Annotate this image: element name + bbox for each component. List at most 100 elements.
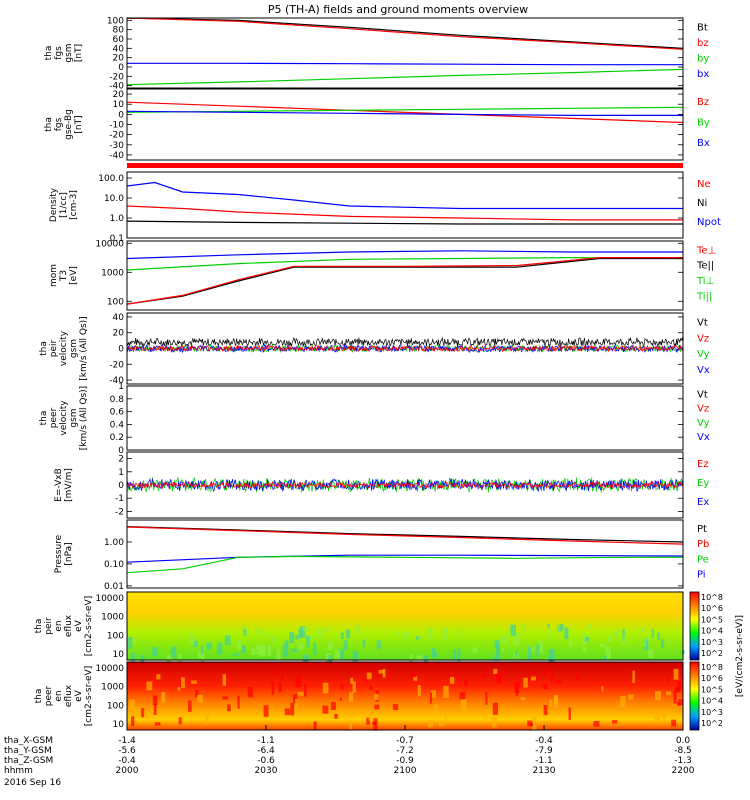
spectrogram-cell bbox=[131, 637, 137, 642]
series-Te|| bbox=[126, 257, 683, 305]
spectrogram-cell bbox=[667, 676, 670, 683]
spectrogram-cell bbox=[350, 677, 354, 684]
y-tick-label: 0 bbox=[118, 446, 124, 456]
y-tick-label: 1000 bbox=[101, 683, 124, 693]
y-tick-label: 10 bbox=[113, 720, 125, 730]
spectrogram-cell bbox=[607, 635, 613, 643]
spectrogram-cell bbox=[647, 637, 650, 645]
spectrogram-cell bbox=[651, 628, 655, 638]
y-tick-label: 40 bbox=[113, 313, 125, 323]
panel-temp: 10000 1000 100 mom T3 [eV] Te⊥ Te|| Ti⊥ Ti|| bbox=[49, 239, 716, 311]
panel-frame bbox=[126, 312, 684, 385]
spectrogram-cell bbox=[313, 721, 317, 730]
y-tick-label: 20 bbox=[113, 329, 125, 339]
legend-entry: Ey bbox=[697, 478, 709, 489]
spectrogram-cell bbox=[496, 671, 502, 684]
y-axis-label: gsm bbox=[69, 339, 79, 358]
colorbar-tick-label: 10^6 bbox=[701, 674, 723, 683]
spectrogram-cell bbox=[396, 630, 400, 636]
spectrogram-cell bbox=[513, 632, 520, 645]
spectrogram-cell bbox=[548, 649, 555, 662]
spectrogram-cell bbox=[515, 688, 519, 696]
spectrogram-cell bbox=[372, 721, 377, 726]
spectrogram-cell bbox=[251, 648, 256, 656]
spectrogram-cell bbox=[181, 677, 185, 689]
spectrogram-cell bbox=[224, 635, 231, 646]
y-tick-label: 1.00 bbox=[104, 538, 124, 548]
spectrogram-cell bbox=[281, 675, 284, 681]
y-axis-label: peir bbox=[49, 339, 59, 357]
x-tick-label: -0.6 bbox=[257, 756, 275, 766]
y-tick-label: 0.1 bbox=[110, 234, 124, 244]
panel-density: 100.0 10.0 1.0 0.1 Density [1/cc] [cm-3] Ne Ni Np… bbox=[49, 171, 721, 244]
y-tick-label: 0.4 bbox=[110, 420, 125, 430]
spectrogram-cell bbox=[339, 697, 342, 701]
spectrogram-cell bbox=[605, 646, 611, 659]
series-by bbox=[126, 68, 684, 86]
y-axis-label: [km/s (All Qs)] bbox=[79, 316, 89, 380]
spectrogram-cell bbox=[459, 692, 466, 700]
spectrogram-cell bbox=[501, 647, 505, 653]
legend-entry: Vx bbox=[697, 432, 710, 443]
spectrogram-cell bbox=[622, 635, 625, 646]
y-axis-label: E=-VxB bbox=[54, 468, 64, 502]
spectrogram-cell bbox=[295, 675, 302, 688]
x-axis-labels: tha_X-GSM -1.4 -1.1 -0.7 -0.4 0.0 tha_Y-GSM -5.… bbox=[4, 725, 695, 788]
spectrogram-cell bbox=[584, 636, 589, 642]
spectrogram-cell bbox=[568, 639, 573, 647]
spectrogram-cell bbox=[349, 723, 352, 731]
y-tick-label: 40 bbox=[113, 44, 125, 54]
series-Ez bbox=[126, 480, 684, 490]
spectrogram-cell bbox=[376, 640, 381, 650]
colorbar-tick-label: 10^2 bbox=[701, 649, 723, 658]
spectrogram-cell bbox=[677, 701, 681, 706]
spectrogram-cell bbox=[543, 704, 548, 716]
y-axis-label: [mV/m] bbox=[64, 468, 74, 502]
y-axis-label: gsm bbox=[64, 43, 74, 62]
spectrogram-cell bbox=[548, 628, 552, 640]
spectrogram-cell bbox=[510, 624, 517, 636]
spectrogram-cell bbox=[343, 640, 348, 651]
spectrogram-cell bbox=[156, 674, 161, 680]
y-tick-label: 10.0 bbox=[104, 194, 124, 204]
spectrogram-cell bbox=[306, 640, 310, 648]
spectrogram-cell bbox=[313, 642, 317, 655]
spectrogram-cell bbox=[428, 719, 434, 728]
spectrogram-cell bbox=[599, 643, 606, 648]
y-tick-label: 10 bbox=[113, 650, 125, 660]
series-Ni bbox=[126, 220, 683, 225]
y-tick-label: -20 bbox=[109, 131, 124, 141]
legend-entry: Te⊥ bbox=[696, 245, 716, 256]
spectrogram-cell bbox=[241, 645, 246, 654]
date-label: 2016 Sep 16 bbox=[4, 778, 61, 788]
spectrogram-cell bbox=[271, 636, 277, 642]
legend-entry: Ne bbox=[697, 179, 711, 190]
series-Bz bbox=[126, 101, 684, 124]
spectrogram-cell bbox=[309, 635, 314, 642]
y-axis-label: Pressure bbox=[54, 534, 64, 573]
spectrogram-cell bbox=[302, 627, 309, 632]
y-tick-label: 10000 bbox=[95, 664, 124, 674]
colorbar-peer-spec bbox=[689, 661, 700, 731]
y-tick-label: 100 bbox=[107, 701, 124, 711]
x-tick-label: 2030 bbox=[255, 766, 278, 776]
spectrogram-cell bbox=[366, 672, 372, 680]
spectrogram-cell bbox=[493, 668, 498, 674]
spectrogram-cell bbox=[322, 705, 329, 714]
spectrogram-cell bbox=[369, 685, 373, 690]
series-Ti bbox=[126, 250, 683, 260]
x-tick-label: 2000 bbox=[116, 766, 139, 776]
x-row-label: tha_Z-GSM bbox=[4, 756, 53, 766]
legend-entry: Ez bbox=[697, 459, 709, 470]
panel-peir-spec: 10^8 10^6 10^5 10^4 10^3 10^2 [eV/(cm2-s-sr-eV… bbox=[34, 591, 745, 697]
spectrogram-cell bbox=[491, 716, 497, 728]
spectrogram-cell bbox=[514, 682, 520, 693]
legend-entry: Pt bbox=[697, 524, 707, 535]
y-axis-label: [cm2-s-sr-eV] bbox=[84, 666, 94, 726]
colorbar-tick-label: 10^5 bbox=[701, 615, 723, 624]
series-Te⊥ bbox=[126, 257, 683, 305]
spectrogram-cell bbox=[520, 697, 526, 701]
spectrogram-cell bbox=[152, 695, 158, 706]
y-tick-label: -20 bbox=[109, 72, 124, 82]
